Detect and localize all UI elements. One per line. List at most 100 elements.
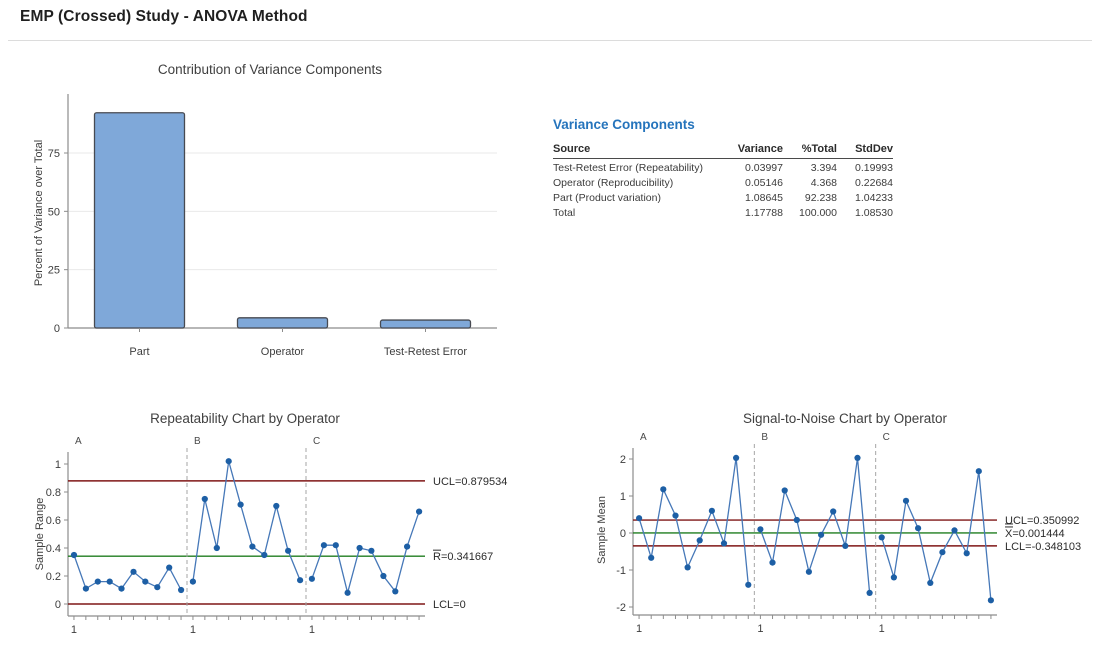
y-tick-label: 1 [620, 491, 626, 503]
data-point [142, 578, 149, 585]
table-cell-value: 1.08645 [745, 192, 783, 204]
data-point [166, 564, 173, 571]
data-point [842, 542, 849, 549]
table-cell-source: Test-Retest Error (Repeatability) [553, 162, 703, 174]
table-row: Operator (Reproducibility) 0.05146 4.368 0.… [553, 174, 893, 189]
data-point [648, 554, 655, 561]
data-point [189, 578, 196, 585]
x-tick-label: 1 [636, 623, 642, 635]
header-divider [8, 40, 1092, 41]
y-tick-label: -1 [616, 565, 626, 577]
table-cell-value: 0.19993 [855, 162, 893, 174]
chart-title: Contribution of Variance Components [158, 62, 382, 77]
data-point [769, 559, 776, 566]
table-row: Test-Retest Error (Repeatability) 0.03997… [553, 159, 893, 174]
series-line [311, 511, 420, 593]
table-row: Part (Product variation) 1.08645 92.238 1.0… [553, 189, 893, 204]
operator-label: A [75, 436, 82, 447]
data-point [805, 568, 812, 575]
contribution-of-variance-chart: 0 25 50 75 Part Operator Test-Retest Error Cont… [33, 62, 497, 358]
y-tick-label: 0 [54, 323, 60, 335]
operator-label: B [761, 432, 768, 443]
y-tick-label: 75 [48, 148, 60, 160]
y-tick-label: 0.4 [46, 543, 61, 555]
data-point [154, 584, 161, 591]
data-point [708, 507, 715, 514]
data-point [939, 549, 946, 556]
data-point [332, 542, 339, 549]
data-point [878, 534, 885, 541]
bar [236, 317, 329, 329]
column-header: StdDev [837, 143, 893, 159]
data-point [261, 551, 268, 559]
table-cell-value: 0.03997 [745, 162, 783, 174]
data-point [249, 543, 256, 550]
data-point [368, 547, 375, 554]
y-tick-label: 0.8 [46, 487, 61, 499]
y-tick-label: 2 [620, 454, 626, 466]
data-point [684, 564, 691, 571]
data-point [82, 585, 89, 592]
x-tick-label: 1 [71, 624, 77, 636]
y-axis-title: Sample Mean [596, 496, 608, 564]
series-line [881, 471, 992, 601]
y-tick-label: 0.6 [46, 515, 61, 527]
data-point [237, 501, 244, 508]
y-tick-label: 0.2 [46, 571, 61, 583]
variance-components-heading: Variance Components [553, 117, 695, 132]
data-point [320, 542, 327, 549]
bar [93, 112, 186, 329]
x-tick-label: 1 [190, 624, 196, 636]
column-header: Variance [723, 143, 783, 159]
control-line-label: LCL=-0.348103 [1005, 541, 1081, 553]
page-title: EMP (Crossed) Study - ANOVA Method [20, 8, 308, 25]
data-point [745, 581, 752, 588]
data-point [660, 486, 667, 493]
operator-label: C [883, 432, 890, 443]
control-line-label: UCL=0.879534 [433, 476, 507, 488]
x-category-label: Part [129, 346, 149, 358]
table-cell-value: 3.394 [810, 162, 837, 174]
data-point [696, 537, 703, 544]
data-point [890, 574, 897, 581]
repeatability-chart: 0 0.2 0.4 0.6 0.8 1 A 1 B 1 C 1 UCL=0.879534 R=0.3416… [34, 411, 507, 636]
data-point [130, 568, 137, 575]
data-point [854, 454, 861, 461]
chart-title: Repeatability Chart by Operator [150, 411, 340, 426]
data-point [818, 531, 825, 538]
table-header-row: Source Variance %Total StdDev [553, 143, 893, 159]
table-cell-value: 92.238 [804, 192, 837, 204]
data-point [344, 589, 351, 596]
y-tick-label: 0 [55, 599, 61, 611]
data-point [757, 526, 764, 533]
series-line [638, 457, 749, 585]
data-point [416, 508, 423, 515]
operator-label: B [194, 436, 201, 447]
control-line-label: LCL=0 [433, 599, 466, 611]
y-tick-label: 25 [48, 265, 60, 277]
control-line-label: R=0.341667 [433, 551, 493, 563]
x-tick-label: 1 [309, 624, 315, 636]
y-tick-label: 1 [55, 459, 61, 471]
data-point [951, 527, 958, 534]
data-point [636, 515, 643, 522]
table-cell-value: 100.000 [799, 207, 837, 219]
column-header: Source [553, 143, 723, 159]
data-point [672, 512, 679, 519]
operator-label: A [640, 432, 647, 443]
data-point [118, 585, 125, 592]
table-cell-value: 1.04233 [855, 192, 893, 204]
control-line-label: UCL=0.350992 [1005, 515, 1079, 527]
y-axis-title: Sample Range [34, 498, 46, 571]
data-point [987, 597, 994, 604]
data-point [927, 579, 934, 586]
data-point [404, 543, 411, 550]
data-point [380, 572, 387, 580]
x-tick-label: 1 [757, 623, 763, 635]
table-cell-value: 4.368 [810, 177, 837, 189]
x-tick-label: 1 [879, 623, 885, 635]
table-cell-value: 0.22684 [855, 177, 893, 189]
table-cell-value: 1.17788 [745, 207, 783, 219]
data-point [225, 458, 232, 465]
